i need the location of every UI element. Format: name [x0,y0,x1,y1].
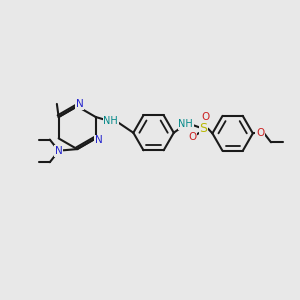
Text: N: N [76,99,84,109]
Text: S: S [200,122,208,135]
Text: O: O [201,112,209,122]
Text: NH: NH [178,119,193,129]
Text: N: N [55,146,63,156]
Text: NH: NH [103,116,118,126]
Text: O: O [188,132,196,142]
Text: N: N [94,136,102,146]
Text: O: O [256,128,264,138]
